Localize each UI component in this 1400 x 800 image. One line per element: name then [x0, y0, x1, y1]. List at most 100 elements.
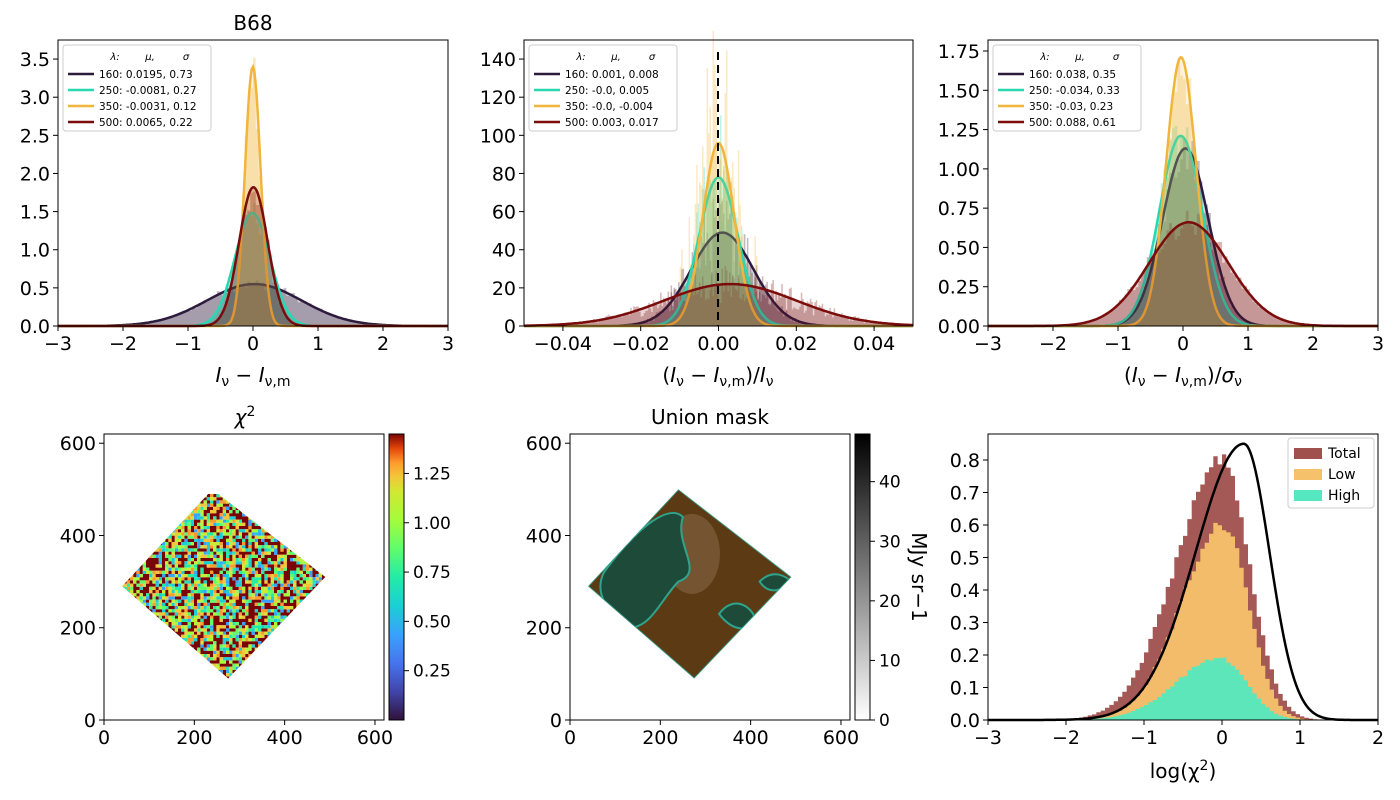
y-tick-label: 2.5 [20, 125, 50, 147]
fit-fill [58, 284, 448, 326]
histogram-bars [524, 266, 913, 326]
y-tick-label: 0.8 [950, 450, 980, 472]
fit-fill [988, 222, 1378, 326]
histogram-bars [988, 125, 1378, 327]
histogram-bars [524, 115, 913, 327]
y-tick-label: 1.50 [938, 80, 980, 102]
y-tick-label: 60 [492, 202, 516, 224]
colorbar-tick-label: 10 [879, 651, 901, 671]
y-tick-label: 2.0 [20, 163, 50, 185]
colorbar [854, 433, 871, 721]
y-tick-label: 20 [492, 278, 516, 300]
y-tick-label: 1.25 [938, 120, 980, 142]
colorbar-label: MJy sr−1 [907, 532, 931, 621]
y-tick-label: 0 [504, 316, 516, 338]
y-tick-label: 0.2 [950, 645, 980, 667]
x-tick-label: 2 [1372, 727, 1384, 749]
series-histogram [58, 57, 448, 327]
x-tick-label: 2 [377, 333, 389, 355]
y-tick-label: 0.25 [938, 277, 980, 299]
legend-entry: 350: -0.03, 0.23 [1029, 101, 1113, 113]
y-tick-label: 0.4 [950, 580, 980, 602]
x-tick-label: −3 [44, 333, 72, 355]
x-tick-label: 0 [247, 333, 259, 355]
x-tick-label: −0.02 [612, 333, 670, 355]
x-tick-label: 0 [98, 727, 110, 749]
y-tick-label: 0.50 [938, 237, 980, 259]
panel-chi2-map: χ2 0.25 0.50 0.75 1.00 1.25 00 200 200 400 400 60… [60, 404, 451, 749]
y-tick-label: 1.75 [938, 41, 980, 63]
legend: Total Low High [1287, 437, 1375, 509]
histogram-bars [58, 203, 448, 326]
histogram-bars [58, 280, 448, 326]
y-tick-label: 0.75 [938, 198, 980, 220]
ticks: −0.04 −0.02 0.00 0.02 0.04 0 20 40 60 80 100 120 140 [480, 49, 896, 355]
series-histogram [524, 115, 913, 327]
y-tick-label: 0.0 [20, 316, 50, 338]
x-tick-label: −1 [1104, 333, 1132, 355]
series-histogram [988, 138, 1378, 326]
x-tick-label: −2 [1052, 727, 1080, 749]
fit-fill [988, 135, 1378, 326]
legend-entry: 160: 0.0195, 0.73 [99, 69, 193, 81]
legend-header: μ, [610, 52, 621, 63]
series-histogram [988, 125, 1378, 327]
y-tick-label: 0.00 [938, 316, 980, 338]
x-axis-label: (Iν − Iν,m)/Iν [662, 363, 773, 390]
x-tick-label: 2 [1307, 333, 1319, 355]
x-tick-label: 0.04 [853, 333, 895, 355]
legend-entry: 500: 0.0065, 0.22 [99, 117, 193, 129]
x-tick-label: 1 [1242, 333, 1254, 355]
legend-header: σ [1113, 52, 1120, 63]
fit-fill [988, 148, 1378, 326]
legend: λ: μ, σ 160: 0.0195, 0.73 250: -0.0081, 0.27… [62, 44, 212, 132]
ticks: 00 200 200 400 400 600 600 [60, 433, 393, 749]
ticks: −3 −2 −1 0 1 2 3 0.0 0.5 1.0 1.5 2.0 2.5 3.0 3.5 [20, 49, 454, 355]
colorbar [388, 433, 405, 721]
chi2-pixels [122, 494, 326, 679]
y-tick-label: 1.5 [20, 202, 50, 224]
ticks: −3 −2 −1 0 1 2 3 0.00 0.25 0.50 0.75 1.00 1.25 1.50 1.… [938, 41, 1384, 355]
y-tick-label: 100 [480, 125, 516, 147]
colorbar-tick-label: 40 [879, 473, 901, 493]
y-tick-label: 120 [480, 87, 516, 109]
colorbar-tick-label: 0.25 [413, 662, 451, 682]
legend: λ: μ, σ 160: 0.038, 0.35 250: -0.034, 0.33 35… [992, 44, 1142, 132]
y-tick-label: 140 [480, 49, 516, 71]
x-tick-label: 200 [642, 727, 678, 749]
x-tick-label: 1 [1294, 727, 1306, 749]
chi2-pixels [122, 494, 326, 679]
y-tick-label: 3.0 [20, 87, 50, 109]
x-tick-label: 3 [442, 333, 454, 355]
series-histogram [524, 266, 913, 326]
legend-header: μ, [144, 52, 155, 63]
legend-entry: 350: -0.0, -0.004 [565, 101, 653, 113]
histogram-bars [988, 210, 1378, 326]
legend-swatch [1294, 448, 1322, 459]
colorbar-tick-label: 1.25 [413, 464, 451, 484]
legend-entry: 500: 0.003, 0.017 [565, 117, 659, 129]
legend-box [992, 44, 1142, 132]
legend-box [62, 44, 212, 132]
legend-entry: Low [1328, 467, 1356, 483]
x-tick-label: −3 [974, 727, 1002, 749]
colorbar-tick-label: 30 [879, 532, 901, 552]
x-tick-label: −2 [1039, 333, 1067, 355]
legend-swatch [1294, 469, 1322, 480]
x-axis-label: (Iν − Iν,m)/σν [1124, 363, 1242, 390]
x-tick-label: −2 [109, 333, 137, 355]
x-tick-label: 400 [733, 727, 769, 749]
axes-frame [987, 433, 1379, 721]
legend-header: λ: [575, 52, 585, 63]
legend-header: σ [183, 52, 190, 63]
legend-entry: 500: 0.088, 0.61 [1029, 117, 1116, 129]
colorbar-tick-label: 0 [879, 711, 890, 731]
y-tick-label: 3.5 [20, 49, 50, 71]
y-tick-label: 0.5 [20, 278, 50, 300]
x-tick-label: 0.02 [775, 333, 817, 355]
legend-header: λ: [109, 52, 119, 63]
legend-entry: High [1328, 488, 1360, 504]
x-tick-label: 1 [312, 333, 324, 355]
